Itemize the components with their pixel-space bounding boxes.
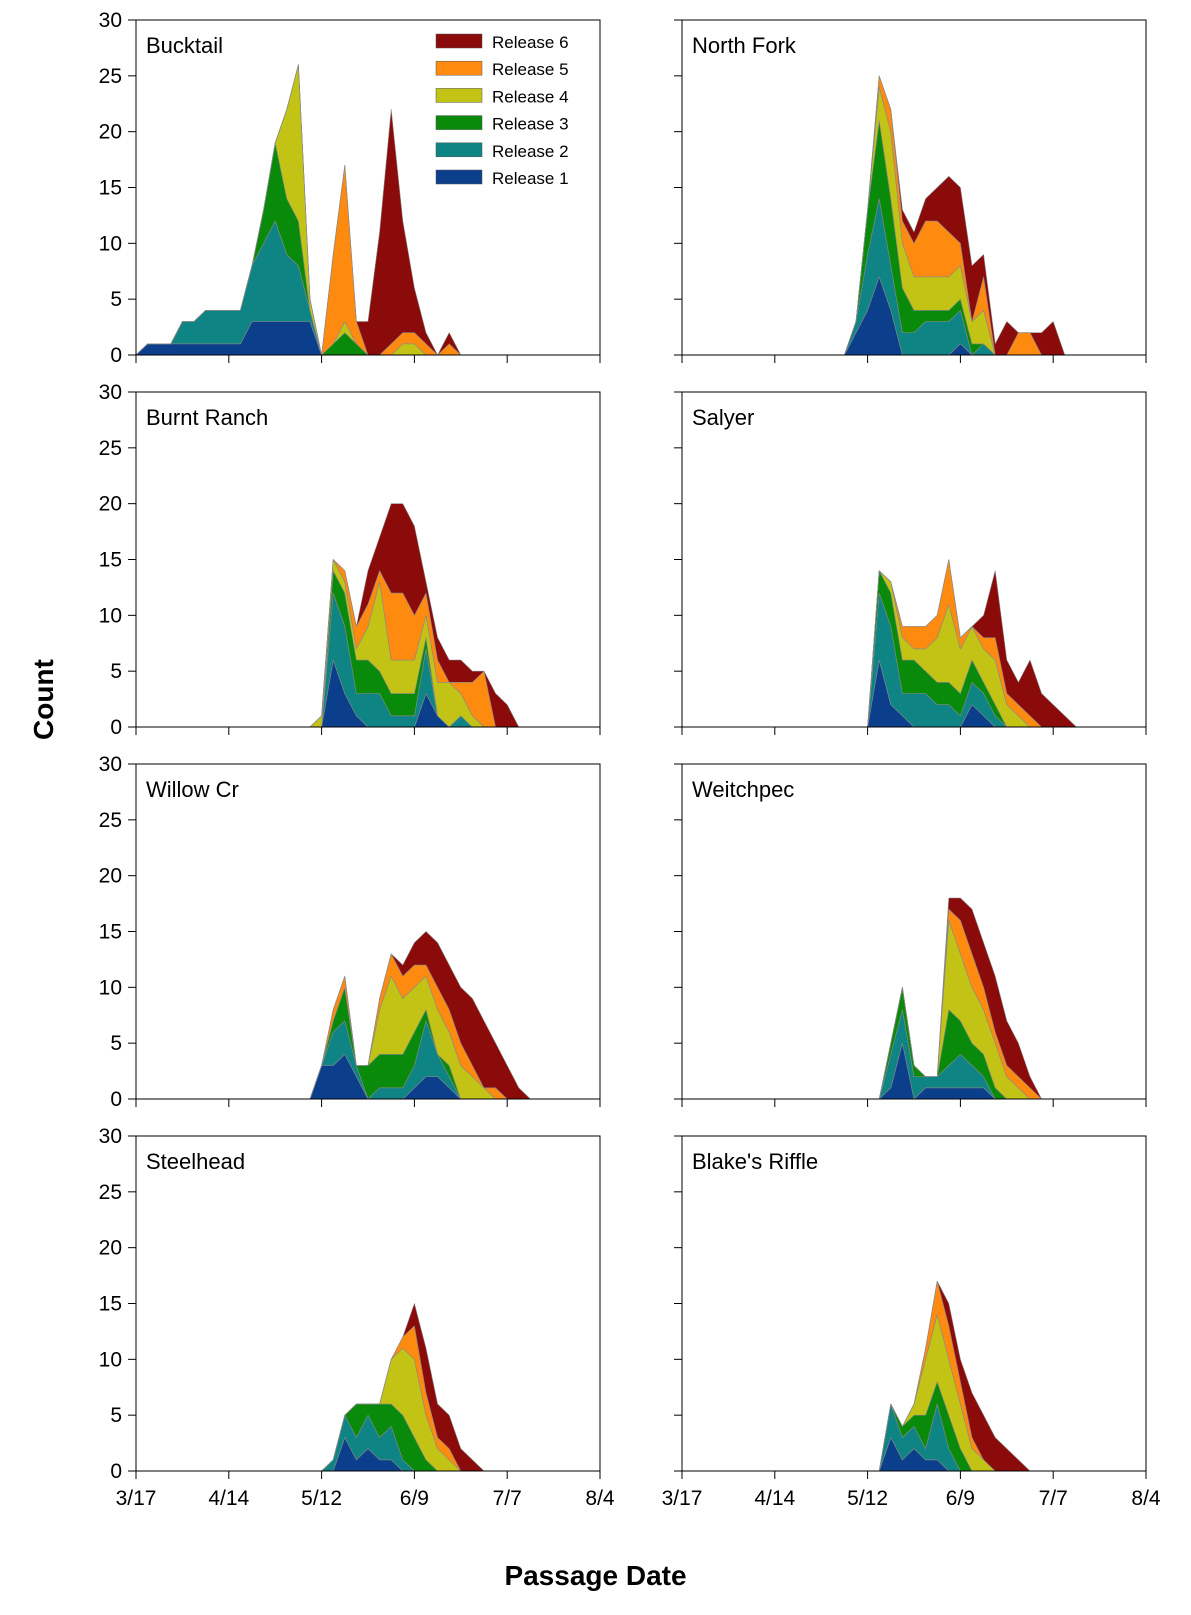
x-tick-label: 8/4	[585, 1487, 615, 1510]
legend-swatch-release-6	[435, 33, 483, 49]
x-tick-label: 7/7	[493, 1487, 522, 1510]
y-tick-label: 0	[110, 1460, 122, 1483]
y-tick-label: 15	[99, 549, 122, 572]
legend-swatch-release-1	[435, 169, 483, 185]
panel-title: Burnt Ranch	[146, 405, 268, 430]
x-axis-label: Passage Date	[504, 1560, 687, 1591]
y-tick-label: 25	[99, 437, 122, 460]
legend-swatch-release-4	[435, 88, 483, 103]
x-tick-label: 4/14	[208, 1487, 249, 1510]
panel-steelhead: 0 5 10 15 20 25 30 3/17 4/14 5/12 6/9 7/7 8/4 Steelhe…	[99, 1125, 615, 1510]
y-tick-label: 25	[99, 1181, 122, 1204]
area-release-3	[135, 987, 601, 1100]
panel-burnt-ranch: 0 5 10 15 20 25 30 Burnt Ranch	[99, 381, 601, 739]
x-tick-label: 6/9	[946, 1487, 975, 1510]
legend-label: Release 6	[492, 33, 569, 52]
panel-salyer: Salyer	[674, 391, 1147, 735]
y-tick-label: 25	[99, 65, 122, 88]
legend-label: Release 2	[492, 142, 569, 161]
panel-title: Salyer	[692, 405, 754, 430]
x-tick-label: 5/12	[301, 1487, 342, 1510]
y-tick-label: 5	[110, 660, 122, 683]
y-tick-label: 30	[99, 9, 122, 32]
y-tick-label: 10	[99, 976, 122, 999]
legend-label: Release 3	[492, 115, 569, 134]
legend-swatch-release-3	[435, 115, 483, 130]
panel-willow-cr: 0 5 10 15 20 25 30 Willow Cr	[99, 753, 601, 1111]
panel-north-fork: North Fork	[674, 19, 1147, 363]
legend-swatch-release-5	[435, 60, 483, 76]
panel-title: Steelhead	[146, 1149, 245, 1174]
y-tick-label: 10	[99, 604, 122, 627]
y-tick-label: 5	[110, 288, 122, 311]
legend-label: Release 4	[492, 87, 569, 106]
panel-title: Willow Cr	[146, 777, 239, 802]
legend-label: Release 5	[492, 60, 569, 79]
legend: Release 6 Release 5 Release 4 Release 3 Rele…	[435, 33, 569, 188]
y-tick-label: 25	[99, 809, 122, 832]
panel-weitchpec: Weitchpec	[674, 763, 1147, 1107]
y-tick-label: 30	[99, 1125, 122, 1148]
y-axis-label: Count	[28, 659, 59, 740]
panel-title: North Fork	[692, 33, 797, 58]
y-tick-label: 30	[99, 381, 122, 404]
panel-blake-s-riffle: 3/17 4/14 5/12 6/9 7/7 8/4 Blake's Riffle	[662, 1135, 1161, 1510]
plot-frame	[135, 763, 601, 1100]
y-tick-label: 5	[110, 1404, 122, 1427]
x-tick-label: 5/12	[847, 1487, 888, 1510]
y-tick-label: 20	[99, 121, 122, 144]
plot-frame	[681, 763, 1147, 1100]
x-tick-label: 3/17	[116, 1487, 157, 1510]
x-tick-label: 8/4	[1131, 1487, 1161, 1510]
legend-label: Release 1	[492, 169, 569, 188]
y-tick-label: 15	[99, 177, 122, 200]
y-tick-label: 20	[99, 493, 122, 516]
area-release-2	[681, 1009, 1147, 1100]
y-tick-label: 0	[110, 1088, 122, 1111]
panel-title: Weitchpec	[692, 777, 794, 802]
x-tick-label: 7/7	[1039, 1487, 1068, 1510]
y-tick-label: 10	[99, 1348, 122, 1371]
x-tick-label: 4/14	[754, 1487, 795, 1510]
y-tick-label: 15	[99, 1293, 122, 1316]
y-tick-label: 0	[110, 716, 122, 739]
x-tick-label: 3/17	[662, 1487, 703, 1510]
y-tick-label: 20	[99, 1237, 122, 1260]
y-tick-label: 30	[99, 753, 122, 776]
y-tick-label: 0	[110, 344, 122, 367]
panel-title: Bucktail	[146, 33, 223, 58]
y-tick-label: 15	[99, 921, 122, 944]
y-tick-label: 10	[99, 232, 122, 255]
legend-swatch-release-2	[435, 142, 483, 158]
x-tick-label: 6/9	[400, 1487, 429, 1510]
y-tick-label: 20	[99, 865, 122, 888]
y-tick-label: 5	[110, 1032, 122, 1055]
panel-title: Blake's Riffle	[692, 1149, 818, 1174]
